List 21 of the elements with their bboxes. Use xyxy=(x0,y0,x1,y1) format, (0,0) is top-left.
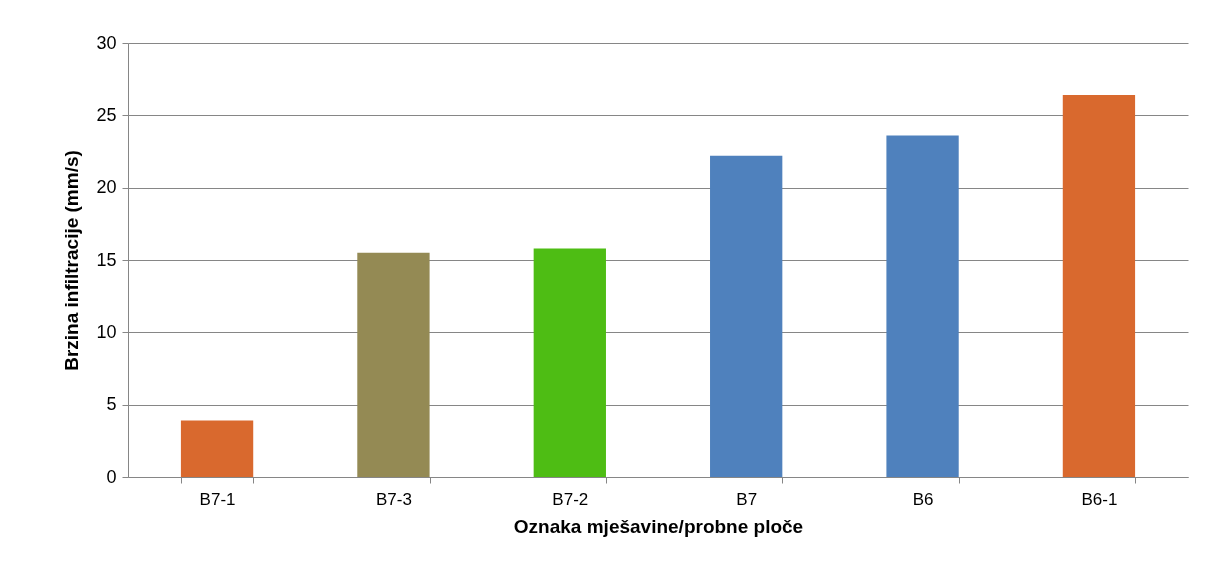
y-tick-label: 30 xyxy=(96,32,117,53)
x-tick-label: B6-1 xyxy=(1081,489,1118,509)
x-tick-label: B7-2 xyxy=(552,489,589,509)
bar xyxy=(1062,95,1136,477)
x-axis-title: Oznaka mješavine/probne ploče xyxy=(513,515,804,537)
y-tick-label: 15 xyxy=(96,249,117,270)
x-tick-label: B7-3 xyxy=(375,489,412,509)
x-tick-label: B7-1 xyxy=(199,489,236,509)
x-tick-label: B6 xyxy=(912,489,934,509)
y-tick-label: 0 xyxy=(106,466,117,487)
y-tick-label: 25 xyxy=(96,104,117,125)
y-tick-label: 5 xyxy=(106,394,117,415)
x-tick-label: B7 xyxy=(736,489,758,509)
y-axis-title: Brzina infiltracije (mm/s) xyxy=(61,150,83,371)
bar xyxy=(357,252,430,477)
bar xyxy=(533,248,606,477)
bar xyxy=(886,135,959,477)
y-tick-label: 20 xyxy=(96,177,117,198)
bar xyxy=(180,420,254,477)
y-tick-label: 10 xyxy=(96,321,117,342)
bar xyxy=(710,155,783,477)
